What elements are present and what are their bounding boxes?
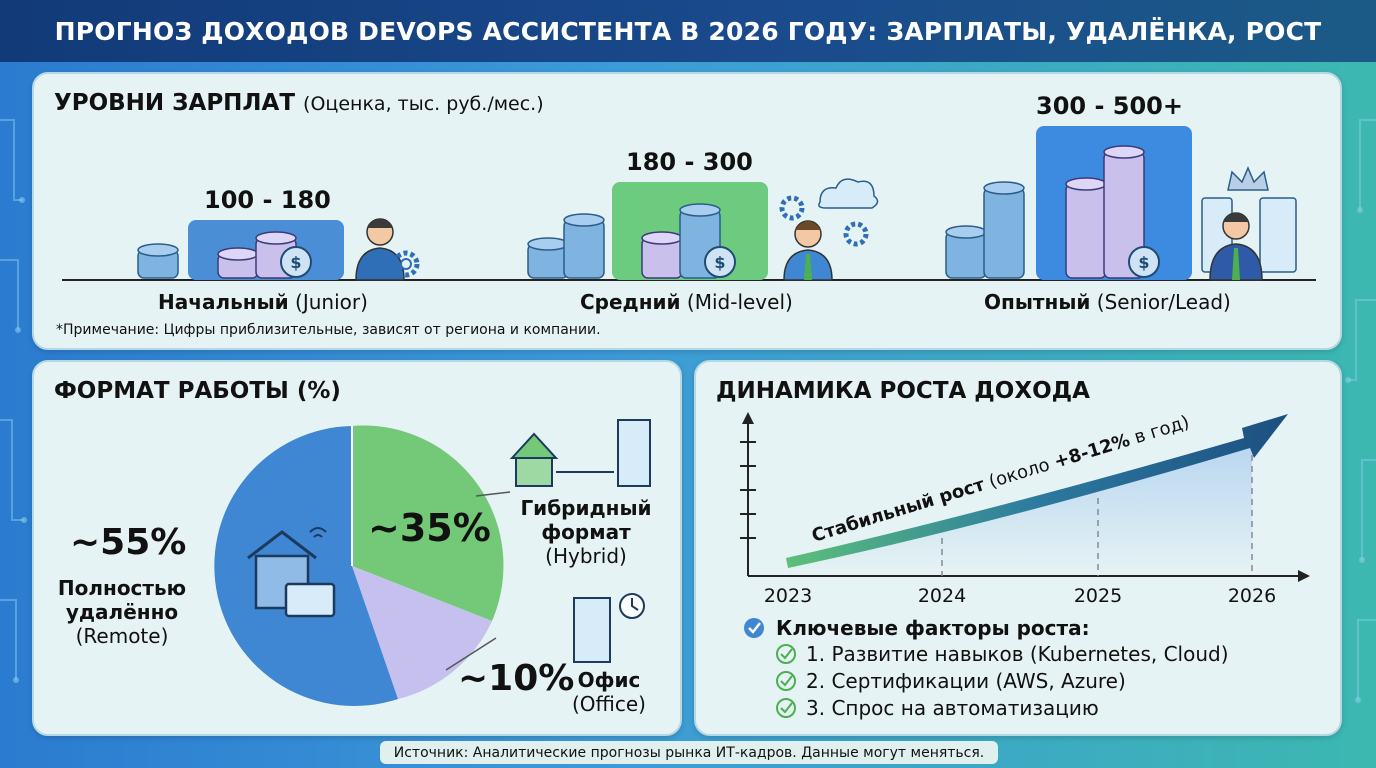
level-junior-name: Начальный (158, 290, 289, 314)
coin-stack-mid-left (527, 213, 605, 279)
svg-text:$: $ (290, 253, 301, 272)
hybrid-en: (Hybrid) (545, 544, 627, 568)
salary-levels-panel: УРОВНИ ЗАРПЛАТ (Оценка, тыс. руб./мес.) … (32, 72, 1342, 350)
hybrid-line1: Гибридный (520, 496, 652, 520)
year-tick: 2023 (764, 585, 812, 607)
check-circle-icon (744, 618, 764, 638)
work-format-title: ФОРМАТ РАБОТЫ (%) (54, 378, 341, 404)
server-rack-icon (1201, 197, 1297, 273)
coin-stack-senior-center (1065, 145, 1145, 279)
svg-text:$: $ (714, 253, 725, 272)
title-bar: ПРОГНОЗ ДОХОДОВ DEVOPS АССИСТЕНТА В 2026… (0, 0, 1376, 62)
work-format-panel: ФОРМАТ РАБОТЫ (%) ~55% (32, 360, 682, 736)
house-city-icon (509, 419, 651, 487)
range-mid: 180 - 300 (626, 148, 753, 176)
pie-slice-office (352, 566, 492, 699)
hybrid-line2: формат (541, 520, 631, 544)
house-laptop-icon (247, 527, 336, 618)
salary-note: *Примечание: Цифры приблизительные, зави… (56, 322, 601, 338)
salary-subtitle: (Оценка, тыс. руб./мес.) (303, 93, 544, 115)
growth-title: ДИНАМИКА РОСТА ДОХОДА (716, 378, 1090, 404)
level-senior-name: Опытный (984, 290, 1091, 314)
year-tick: 2024 (918, 585, 966, 607)
hybrid-label: Гибридный формат (Hybrid) (516, 496, 656, 568)
coin-stack-junior-left (137, 243, 179, 279)
income-growth-panel: ДИНАМИКА РОСТА ДОХОДА Стабильный рост (о… (694, 360, 1342, 736)
svg-text:$: $ (1138, 253, 1149, 272)
level-mid-label: Средний (Mid-level) (580, 290, 793, 314)
range-senior: 300 - 500+ (1036, 92, 1183, 120)
cloud-icon (818, 178, 879, 209)
coin-stack-junior-a (217, 247, 259, 279)
office-line1: Офис (577, 668, 641, 692)
gear-icon (392, 250, 420, 278)
pie-slice-hybrid (352, 425, 504, 621)
remote-line1: Полностью (57, 576, 187, 600)
dollar-coin-junior (280, 246, 312, 278)
level-mid-name: Средний (580, 290, 681, 314)
level-senior-en: (Senior/Lead) (1096, 290, 1231, 314)
page-title: ПРОГНОЗ ДОХОДОВ DEVOPS АССИСТЕНТА В 2026… (54, 16, 1322, 46)
work-format-pie (214, 419, 651, 706)
level-junior-en: (Junior) (295, 290, 368, 314)
factor-item: 3. Спрос на автоматизацию (806, 696, 1099, 720)
year-tick: 2025 (1074, 585, 1122, 607)
mid-person-icon (783, 220, 833, 281)
senior-person-icon (1209, 212, 1263, 281)
factor-item: 1. Развитие навыков (Kubernetes, Cloud) (806, 642, 1229, 666)
remote-line2: удалённо (65, 600, 179, 624)
salary-title: УРОВНИ ЗАРПЛАТ (54, 90, 296, 116)
source-note: Источник: Аналитические прогнозы рынка И… (380, 741, 998, 764)
growth-arrow (786, 414, 1288, 568)
growth-chart: Стабильный рост (около +8-12% в год) 202… (740, 412, 1310, 718)
factors-title: Ключевые факторы роста: (776, 616, 1090, 640)
gear-icon (779, 195, 869, 247)
level-senior-label: Опытный (Senior/Lead) (984, 290, 1231, 314)
office-pct: ~10% (458, 658, 575, 699)
coin-stack-senior-left (945, 181, 1025, 279)
range-junior: 100 - 180 (204, 186, 331, 214)
level-junior-label: Начальный (Junior) (158, 290, 368, 314)
office-label: Офис (Office) (564, 668, 654, 716)
crown-icon (1227, 166, 1269, 191)
factor-item: 2. Сертификации (AWS, Azure) (806, 669, 1126, 693)
office-building-icon (573, 593, 645, 663)
hybrid-pct: ~35% (368, 506, 491, 550)
year-tick: 2026 (1228, 585, 1276, 607)
dollar-coin-mid (704, 246, 736, 278)
office-en: (Office) (572, 692, 646, 716)
remote-label: Полностью удалённо (Remote) (54, 576, 190, 648)
junior-person-icon (355, 218, 405, 281)
dollar-coin-senior (1128, 246, 1160, 278)
salary-section-title: УРОВНИ ЗАРПЛАТ (Оценка, тыс. руб./мес.) (54, 90, 544, 116)
level-mid-en: (Mid-level) (686, 290, 793, 314)
check-icon (776, 644, 796, 718)
remote-pct: ~55% (70, 522, 187, 563)
salary-chart: $ $ (62, 126, 1316, 281)
remote-en: (Remote) (75, 624, 169, 648)
